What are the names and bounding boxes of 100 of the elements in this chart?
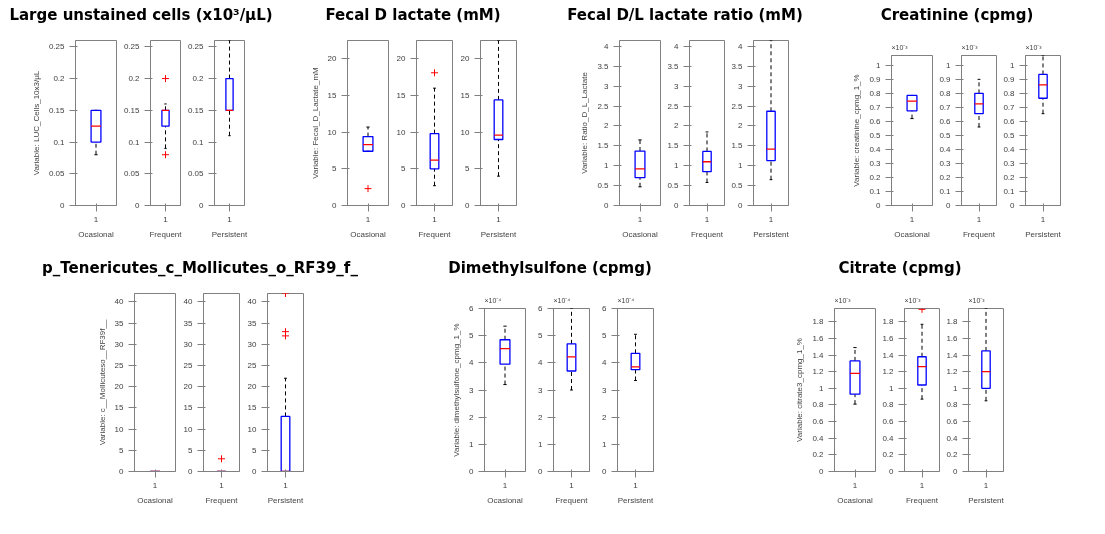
y-tick-label: 0: [1010, 201, 1016, 210]
y-tick-label: 25: [114, 361, 125, 371]
y-tick-label: 10: [114, 424, 125, 434]
y-tick-label: 2: [602, 412, 608, 422]
y-tick-label: 3.5: [731, 61, 744, 71]
chart-title: Creatinine (cpmg): [880, 5, 1034, 26]
chart-title: Fecal D lactate (mM): [325, 5, 501, 26]
y-tick-label: 1.6: [946, 333, 959, 343]
y-tick-label: 3: [538, 385, 544, 395]
x-axis-title: Frequent: [205, 495, 239, 505]
y-tick-label: 40: [247, 297, 258, 307]
x-tick-label: 1: [704, 214, 710, 224]
chart-title: Citrate (cpmg): [838, 258, 962, 279]
y-tick-label: 2: [538, 412, 544, 422]
y-tick-label: 4: [469, 358, 475, 368]
y-tick-label: 0.5: [597, 181, 610, 191]
y-tick-label: 3: [469, 385, 475, 395]
x-tick-label: 1: [633, 480, 639, 490]
y-tick-label: 0.3: [1003, 158, 1016, 168]
y-tick-label: 15: [114, 403, 125, 413]
y-tick-label: 0.2: [53, 74, 66, 84]
y-tick-label: 5: [252, 445, 258, 455]
y-tick-label: 1.4: [812, 350, 825, 360]
y-tick-label: 0: [738, 201, 744, 210]
y-tick-label: 0.4: [946, 433, 959, 443]
y-tick-label: 3: [738, 81, 744, 91]
x-axis-title: Ocasional: [78, 229, 115, 239]
y-tick-label: 0: [602, 467, 608, 476]
x-axis-title: Frequent: [418, 229, 452, 239]
y-tick-label: 0.4: [882, 433, 895, 443]
y-tick-label: 40: [183, 297, 194, 307]
y-tick-label: 10: [396, 127, 407, 137]
x-tick-label: 1: [909, 214, 915, 224]
y-tick-label: 0: [60, 201, 66, 210]
x-tick-label: 1: [569, 480, 575, 490]
y-tick-label: 0.2: [128, 74, 141, 84]
y-tick-label: 1: [876, 60, 882, 70]
y-tick-label: 0: [465, 201, 471, 210]
x-axis-title: Persistent: [753, 229, 790, 239]
x-axis-title: Ocasional: [137, 495, 174, 505]
y-tick-label: 0.2: [939, 172, 952, 182]
x-tick-label: 1: [768, 214, 774, 224]
y-tick-label: 0.2: [1003, 172, 1016, 182]
y-tick-label: 5: [469, 331, 475, 341]
y-tick-label: 0.5: [939, 130, 952, 140]
chart-title: Dimethylsulfone (cpmg): [448, 258, 652, 279]
y-tick-label: 0.8: [812, 400, 825, 410]
y-tick-label: 1: [538, 439, 544, 449]
y-tick-label: 5: [188, 445, 194, 455]
y-tick-label: 1: [604, 161, 610, 171]
y-tick-label: 0.05: [123, 169, 141, 179]
x-axis-title: Frequent: [149, 229, 183, 239]
y-tick-label: 0.05: [48, 169, 66, 179]
y-tick-label: 0: [876, 201, 882, 210]
y-tick-label: 1.8: [946, 317, 959, 327]
y-tick-label: 1.5: [667, 141, 680, 151]
chart-title: Fecal D/L lactate ratio (mM): [567, 5, 803, 26]
y-tick-label: 0.4: [869, 144, 882, 154]
y-tick-label: 0.6: [946, 417, 959, 427]
y-tick-label: 25: [247, 361, 258, 371]
x-tick-label: 1: [219, 480, 225, 490]
x-tick-label: 1: [852, 480, 858, 490]
y-axis-title: Variable: c__Mollicuteso__RF39f__: [97, 319, 107, 446]
y-tick-label: 1.2: [946, 367, 959, 377]
y-tick-label: 20: [396, 54, 407, 64]
y-tick-label: 0.15: [187, 105, 205, 115]
y-tick-label: 20: [114, 382, 125, 392]
y-tick-label: 0: [889, 467, 895, 476]
y-tick-label: 3.5: [667, 61, 680, 71]
y-tick-label: 4: [538, 358, 544, 368]
y-tick-label: 0.6: [939, 116, 952, 126]
y-tick-label: 2: [604, 121, 610, 131]
y-tick-label: 0.9: [869, 74, 882, 84]
y-tick-label: 0.5: [731, 181, 744, 191]
y-tick-label: 0: [332, 201, 338, 210]
y-tick-label: 5: [538, 331, 544, 341]
y-tick-label: 35: [114, 318, 125, 328]
y-tick-label: 1: [602, 439, 608, 449]
y-tick-label: 0.4: [939, 144, 952, 154]
x-tick-label: 1: [976, 214, 982, 224]
chart-title: p_Tenericutes_c_Mollicutes_o_RF39_f_: [42, 258, 358, 279]
x-tick-label: 1: [163, 214, 169, 224]
y-tick-label: 0.8: [939, 88, 952, 98]
y-tick-label: 1: [674, 161, 680, 171]
y-tick-label: 4: [738, 41, 744, 51]
y-tick-label: 0: [604, 201, 610, 210]
x-axis-title: Ocasional: [350, 229, 387, 239]
y-axis-title: Variable: citrate3_cpmg_1_%: [795, 338, 805, 442]
x-axis-title: Ocasional: [837, 495, 874, 505]
y-tick-label: 0.6: [1003, 116, 1016, 126]
y-tick-label: 3: [674, 81, 680, 91]
y-tick-label: 1: [946, 60, 952, 70]
y-tick-label: 0.5: [869, 130, 882, 140]
y-tick-label: 30: [183, 339, 194, 349]
y-tick-label: 0.15: [123, 105, 141, 115]
y-tick-label: 0.7: [869, 102, 882, 112]
y-tick-label: 15: [327, 91, 338, 100]
y-tick-label: 2.5: [731, 101, 744, 111]
y-tick-label: 0.8: [869, 88, 882, 98]
x-axis-title: Frequent: [555, 495, 589, 505]
